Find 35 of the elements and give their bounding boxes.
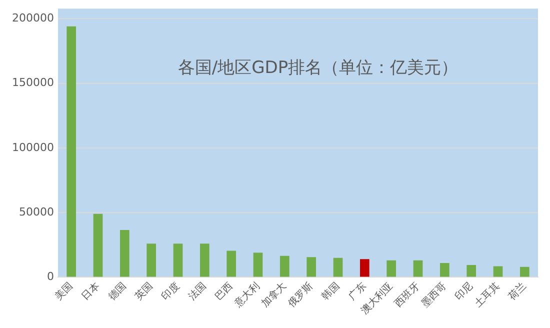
bar (93, 214, 103, 277)
bar (493, 266, 503, 277)
x-tick-label: 德国 (106, 280, 129, 303)
bar (173, 244, 183, 277)
bar (360, 259, 370, 277)
bar (200, 244, 210, 277)
bar (386, 260, 396, 277)
x-tick-label: 广东 (346, 280, 369, 303)
bar (226, 250, 236, 277)
y-tick-label: 100000 (12, 140, 54, 154)
x-tick-label: 韩国 (319, 280, 342, 303)
x-tick-label: 印度 (159, 280, 182, 303)
bar (120, 230, 130, 277)
bar (520, 266, 530, 277)
y-tick-label: 200000 (12, 11, 54, 24)
bar (146, 244, 156, 277)
bar (280, 256, 290, 277)
y-tick-label: 150000 (12, 76, 54, 90)
x-tick-label: 荷兰 (506, 280, 529, 303)
bar (333, 258, 343, 277)
x-tick-label: 英国 (132, 280, 156, 303)
text: 各国/地区GDP排名（单位：亿美元） (178, 58, 458, 78)
bar (306, 257, 316, 277)
bar (413, 260, 423, 277)
y-tick-label: 0 (46, 270, 54, 284)
bar (66, 26, 76, 277)
bar (466, 264, 476, 277)
y-tick-label: 50000 (18, 205, 54, 218)
x-tick-label: 墨西哥 (420, 280, 449, 310)
bar (440, 263, 450, 277)
bar (253, 252, 263, 277)
x-tick-label: 法国 (186, 280, 209, 303)
x-tick-label: 日本 (79, 280, 102, 303)
x-tick-label: 美国 (52, 280, 76, 303)
x-tick-label: 西班牙 (392, 280, 422, 310)
